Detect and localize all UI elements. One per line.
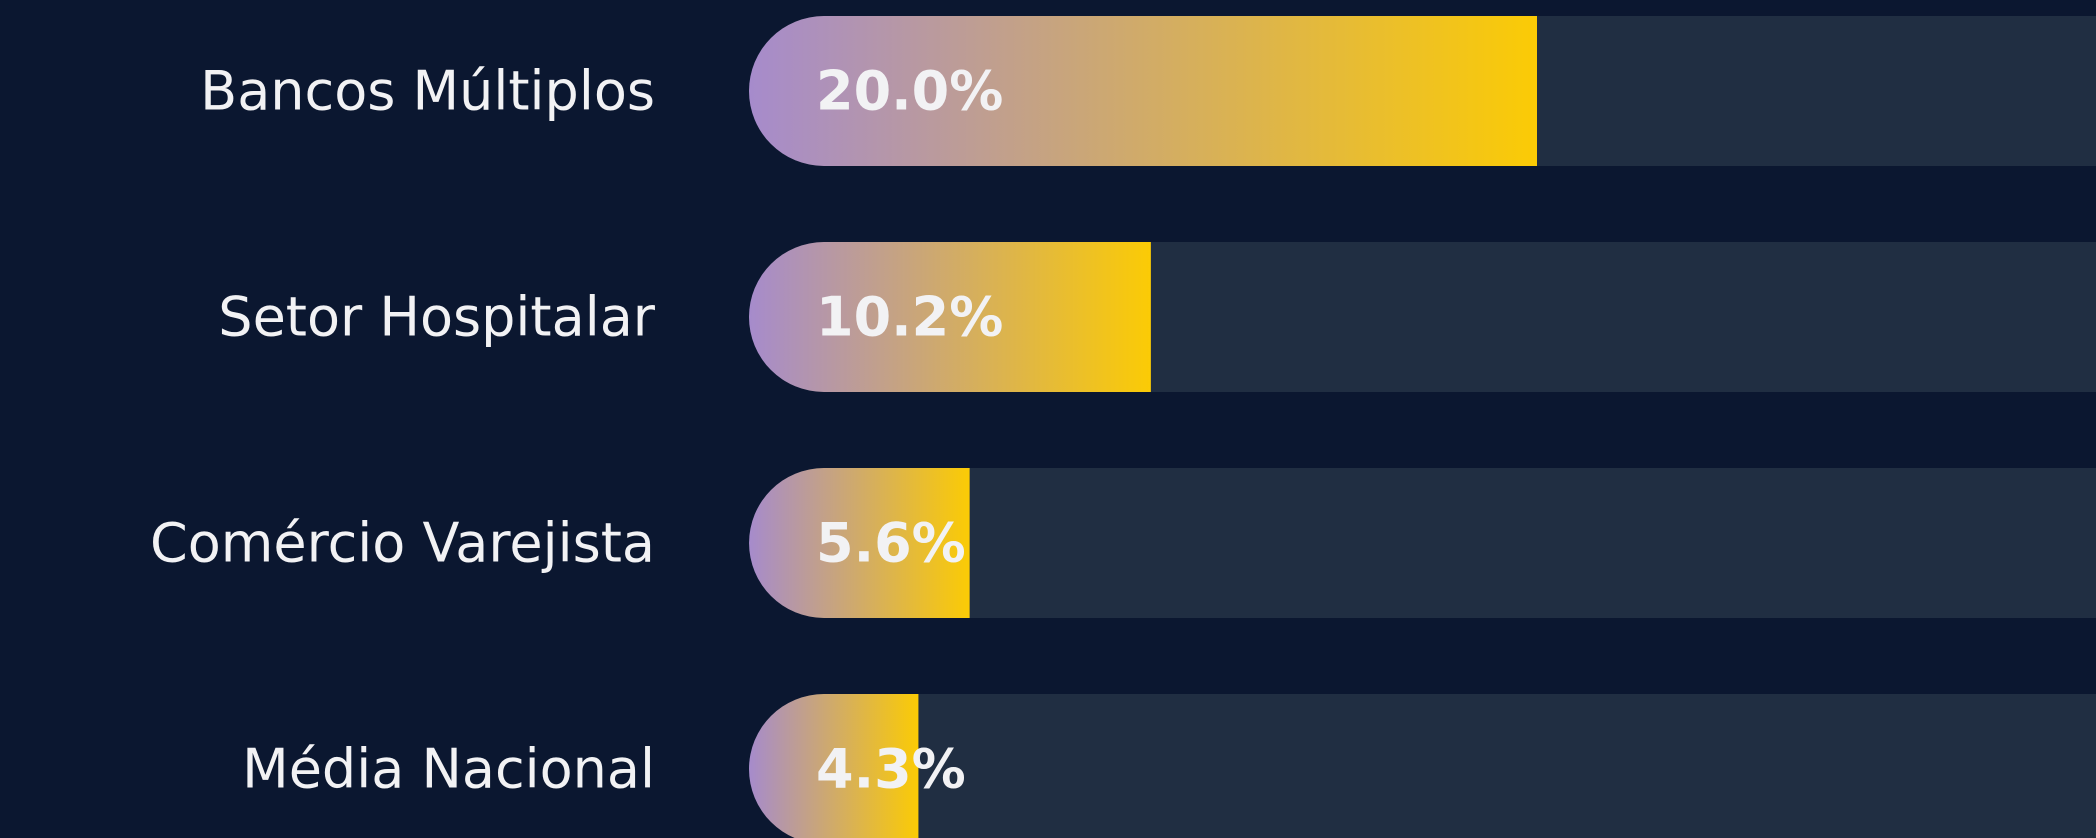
bar (749, 694, 919, 838)
value-label: 5.6% (816, 512, 966, 575)
value-label: 10.2% (816, 286, 1003, 349)
value-label: 20.0% (816, 60, 1003, 123)
bar (749, 242, 1151, 392)
bar (749, 16, 1537, 166)
bar-track (749, 694, 2096, 838)
value-label: 4.3% (816, 738, 966, 801)
category-label: Bancos Múltiplos (200, 60, 655, 123)
category-label: Média Nacional (242, 738, 655, 801)
category-label: Setor Hospitalar (218, 286, 655, 349)
bar (749, 468, 970, 618)
category-label: Comércio Varejista (150, 512, 655, 575)
bar-track (749, 468, 2096, 618)
